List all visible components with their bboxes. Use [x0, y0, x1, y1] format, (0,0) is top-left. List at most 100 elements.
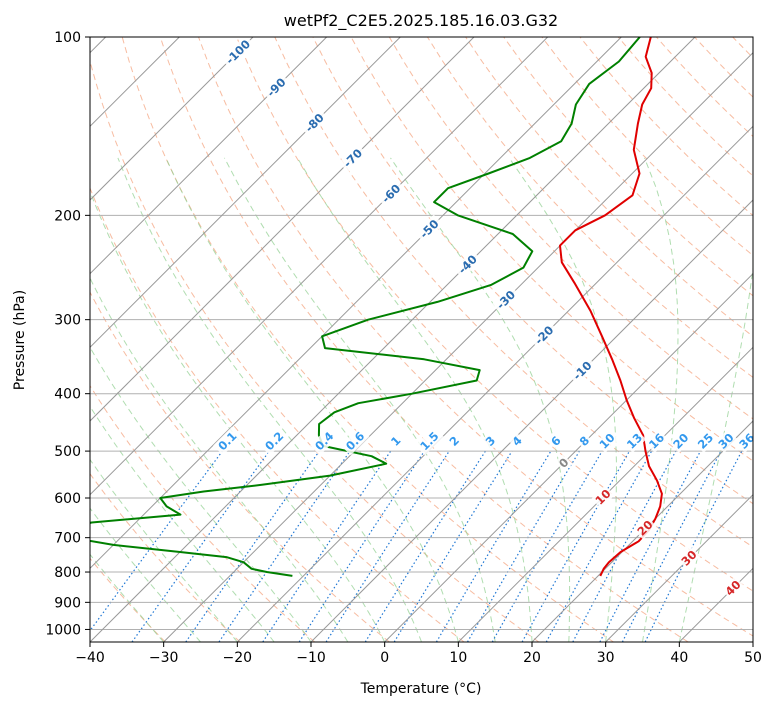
isotherm-label-bg — [261, 73, 291, 102]
isotherm-label-bg — [554, 453, 573, 473]
mixing-ratio-label-bg — [309, 426, 339, 456]
dry-adiabat — [90, 472, 241, 642]
y-tick-label: 1000 — [45, 622, 81, 638]
isotherm-line — [605, 493, 753, 642]
isotherm-line — [90, 37, 622, 570]
mixing-ratio-label-bg — [340, 426, 370, 456]
isotherm-line — [90, 37, 254, 201]
mixing-ratio-line — [262, 450, 392, 642]
isotherm-line — [90, 37, 549, 496]
mixing-ratio-label-group: 0.2 — [259, 426, 289, 456]
mixing-ratio-label-bg — [386, 432, 405, 451]
isotherm-line — [163, 51, 753, 642]
x-tick-label: −20 — [223, 650, 253, 666]
x-tick-label: −10 — [296, 650, 326, 666]
moist-adiabat — [390, 157, 571, 642]
moist-adiabat — [165, 157, 459, 642]
dry-adiabat — [312, 37, 753, 505]
y-tick-label: 100 — [54, 30, 81, 46]
mixing-ratio-line — [90, 450, 223, 632]
x-tick-label: 30 — [597, 650, 615, 666]
mixing-ratio-label-bg — [714, 429, 738, 453]
isotherm-line — [457, 346, 753, 642]
isotherm-line — [90, 37, 696, 642]
mixing-ratio-label-bg — [575, 432, 594, 451]
x-tick-label: −40 — [75, 650, 105, 666]
mixing-ratio-line — [298, 450, 425, 642]
y-tick-label: 400 — [54, 387, 81, 403]
axes-ticks: −40 −30 −20 −10 0 10 20 30 40 5010020030040050060… — [45, 30, 762, 666]
adiabat-label-bg — [591, 485, 615, 509]
mixing-ratio-label-bg — [644, 429, 669, 453]
mixing-ratio-label-bg — [415, 426, 444, 456]
isotherm-label-bg — [491, 285, 521, 315]
y-tick-label: 600 — [54, 491, 81, 507]
moist-adiabat — [642, 157, 679, 642]
moist-adiabat — [90, 405, 275, 642]
mixing-ratio-label-group: 4 — [507, 432, 527, 451]
plot-frame — [89, 36, 754, 643]
y-tick-label: 900 — [54, 595, 81, 611]
isotherm-label-bg — [414, 214, 444, 244]
mixing-ratio-line — [325, 450, 450, 642]
mixing-ratio-label-bg — [546, 432, 565, 451]
mixing-ratio-line — [131, 450, 270, 642]
chart-title: wetPf2_C2E5.2025.185.16.03.G32 — [284, 11, 558, 31]
isotherm-label-bg — [300, 108, 329, 138]
dry-adiabat — [90, 59, 540, 642]
isotherm-line — [90, 37, 401, 349]
isotherm-line — [310, 199, 753, 642]
isotherm-line — [90, 37, 475, 422]
x-tick-label: 40 — [670, 650, 688, 666]
x-tick-label: 20 — [523, 650, 541, 666]
isotherm-label-bg — [376, 179, 406, 208]
mixing-ratio-line — [545, 450, 653, 642]
y-tick-label: 800 — [54, 565, 81, 581]
x-tick-label: −30 — [149, 650, 179, 666]
isotherm-label-group: -80 — [300, 108, 329, 138]
moist-adiabat — [117, 157, 422, 642]
isotherm-label-bg — [529, 320, 559, 350]
dry-adiabat — [121, 37, 614, 642]
moist-adiabat — [90, 190, 386, 642]
isotherm-line — [90, 37, 328, 275]
moist-adiabat — [296, 157, 533, 642]
mixing-ratio-label-group: 3 — [481, 432, 500, 451]
mixing-ratio-line — [185, 450, 320, 642]
plot-area — [90, 37, 753, 642]
mixing-ratio-label-bg — [259, 426, 289, 456]
mixing-ratio-label-group: 2 — [445, 432, 464, 451]
y-tick-label: 700 — [54, 531, 81, 547]
mixing-ratio-label-bg — [595, 429, 619, 453]
mixing-ratio-line — [393, 450, 513, 642]
mixing-ratio-label-group: 6 — [546, 432, 565, 451]
x-tick-label: 10 — [449, 650, 467, 666]
mixing-ratio-label-group: 8 — [575, 432, 594, 451]
x-axis-label: Temperature (°C) — [360, 681, 482, 697]
isotherm-label-bg — [453, 250, 482, 279]
mixing-ratio-label-bg — [481, 432, 500, 451]
adiabat-label-bg — [721, 576, 745, 600]
mixing-ratio-label-bg — [507, 432, 527, 451]
adiabat-label-bg — [633, 516, 657, 540]
isotherm-line — [384, 272, 753, 642]
dry-adiabat — [426, 37, 753, 378]
dry-adiabat — [90, 384, 316, 642]
isotherm-label-group: 0 — [554, 453, 573, 473]
dry-adiabat — [90, 186, 465, 642]
mixing-ratio-line — [644, 450, 743, 642]
dry-adiabat — [90, 291, 390, 642]
moist-adiabat — [90, 458, 238, 642]
line-labels: -100-90-80-70-60-50-40-30-20-10010203040… — [213, 37, 753, 600]
dry-adiabat — [503, 37, 753, 297]
isotherm-label-bg — [568, 356, 597, 385]
mixing-ratio-line — [218, 450, 351, 642]
mixing-ratio-line — [572, 450, 677, 642]
x-tick-label: 0 — [380, 650, 389, 666]
moist-adiabat — [90, 346, 312, 642]
dry-adiabat — [236, 37, 753, 592]
dry-adiabat — [350, 37, 753, 462]
mixing-ratio-label-bg — [622, 429, 647, 453]
mixing-ratio-label-group: 1 — [386, 432, 405, 451]
